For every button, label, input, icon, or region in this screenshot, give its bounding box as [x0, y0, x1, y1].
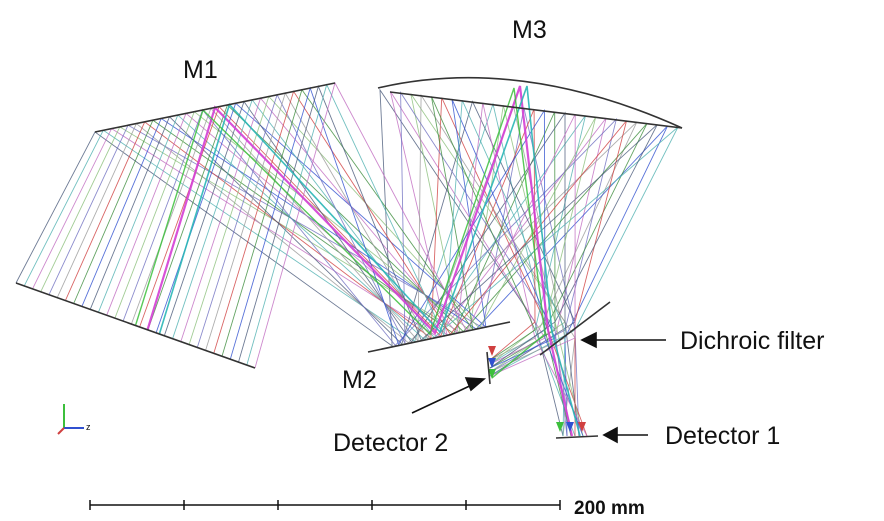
label-m1: M1 [183, 56, 218, 84]
ray [81, 117, 669, 437]
mirror-m2 [367, 321, 511, 353]
scale-bar-label: 200 mm [574, 498, 645, 519]
ray [172, 98, 679, 377]
ray [155, 98, 556, 369]
label-dichroic-filter: Dichroic filter [680, 327, 824, 355]
detector-spot [566, 422, 574, 432]
axis-x-line [57, 427, 65, 435]
label-m3: M3 [512, 16, 547, 44]
ray [147, 104, 648, 437]
mirror-m3-back [389, 91, 683, 129]
arrow-detector-1-head [602, 426, 618, 444]
label-m2: M2 [342, 366, 377, 394]
ray [254, 81, 576, 377]
ray [246, 83, 566, 437]
detector-spot [556, 422, 564, 432]
mirror-m1 [94, 82, 336, 133]
arrow-detector-2 [411, 382, 477, 414]
entrance-aperture-line [15, 282, 256, 369]
ray [130, 93, 576, 437]
detector-spot [488, 358, 496, 368]
detector-1 [555, 435, 599, 439]
ray [213, 90, 628, 436]
ray-highlight [134, 87, 546, 379]
ray-highlight [146, 85, 574, 437]
axis-z-label: z [86, 422, 91, 432]
arrow-detector-2-head [464, 377, 487, 392]
callout-arrows [411, 331, 666, 444]
ray [64, 97, 588, 437]
ray [188, 95, 597, 365]
ray [122, 109, 618, 373]
ray [221, 88, 536, 361]
dichroic-filter [539, 301, 611, 356]
scale-bar-ticks [89, 500, 561, 510]
optical-elements [15, 76, 683, 439]
ray [205, 91, 566, 373]
ray [89, 100, 576, 377]
detector-spot [488, 369, 496, 379]
mirror-m3 [377, 76, 683, 129]
arrow-dichroic-head [580, 331, 597, 349]
label-detector-2: Detector 2 [333, 429, 448, 457]
detector-spot [578, 422, 586, 432]
detector-2 [486, 351, 491, 385]
ray-bundle [15, 81, 679, 437]
axis-glyph: z [57, 404, 91, 435]
detector-spot [488, 346, 496, 356]
scale-bar [89, 500, 561, 510]
label-detector-1: Detector 1 [665, 422, 780, 450]
ray-highlight [158, 85, 581, 437]
